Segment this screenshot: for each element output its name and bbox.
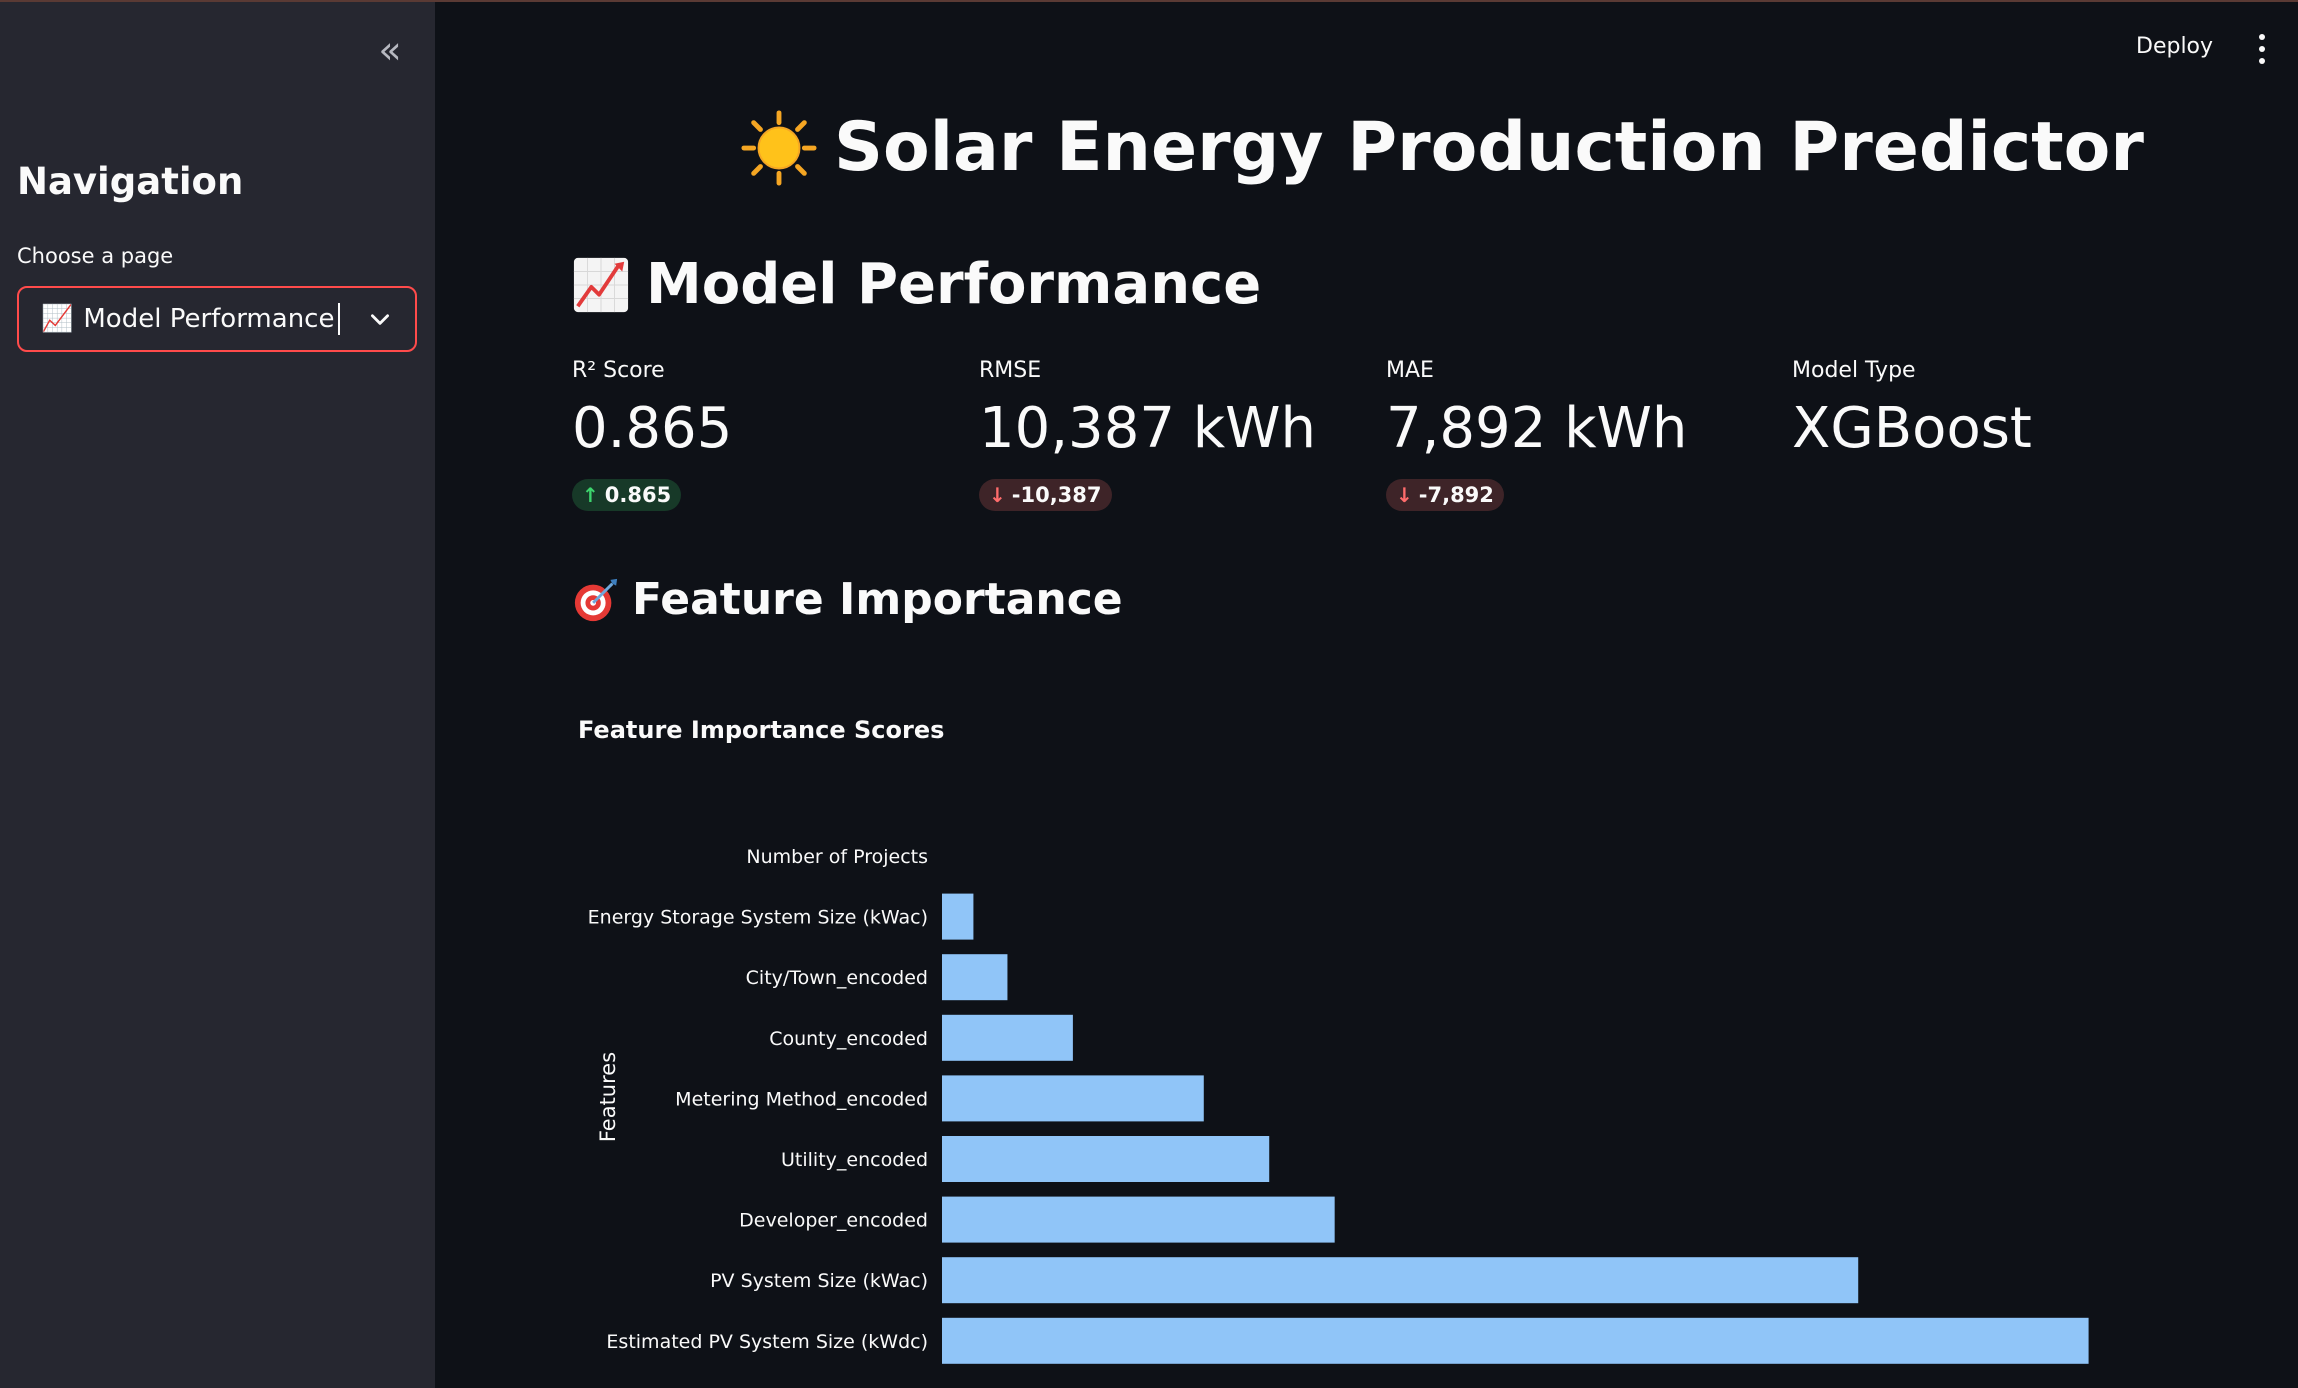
bar[interactable]	[942, 1257, 1859, 1304]
arrow-down-icon: ↓	[1396, 483, 1413, 507]
sidebar: « Navigation Choose a page 📈 Model Perfo…	[0, 2, 435, 1388]
collapse-sidebar-button[interactable]: «	[372, 28, 408, 72]
text-cursor	[338, 303, 341, 335]
metric-label: MAE	[1386, 358, 1434, 383]
model-performance-heading: Model Performance	[572, 252, 1261, 317]
metric-r2: R² Score 0.865 ↑ 0.865	[572, 358, 952, 511]
bar[interactable]	[942, 1075, 1204, 1122]
bar[interactable]	[942, 1136, 1270, 1182]
y-tick-label: PV System Size (kWac)	[710, 1270, 928, 1292]
chart-increasing-icon	[573, 257, 629, 312]
chevron-down-icon	[371, 314, 389, 325]
page-select[interactable]: 📈 Model Performance	[17, 286, 417, 352]
metric-delta: ↓ -10,387	[979, 479, 1112, 511]
metric-value: 7,892 kWh	[1386, 396, 1688, 461]
metric-value: 0.865	[572, 396, 733, 461]
y-tick-label: Estimated PV System Size (kWdc)	[606, 1331, 928, 1353]
main-menu-button[interactable]	[2252, 34, 2272, 64]
deploy-button[interactable]: Deploy	[2136, 34, 2214, 59]
metric-label: R² Score	[572, 358, 665, 383]
bar[interactable]	[942, 954, 1008, 1001]
metric-value: 10,387 kWh	[979, 396, 1317, 461]
bar-chart-svg: Number of Projects Energy Storage System …	[588, 846, 2089, 1364]
y-tick-label: Developer_encoded	[739, 1210, 928, 1232]
metric-delta: ↓ -7,892	[1386, 479, 1504, 511]
metric-label: Model Type	[1792, 358, 1916, 383]
feature-importance-heading-text: Feature Importance	[632, 574, 1123, 625]
more-vertical-icon	[2259, 34, 2265, 40]
bar[interactable]	[942, 893, 974, 940]
page-title-text: Solar Energy Production Predictor	[834, 108, 2144, 187]
metric-delta: ↑ 0.865	[572, 479, 682, 511]
y-tick-label: County_encoded	[769, 1028, 928, 1050]
y-axis-label: Features	[596, 1052, 620, 1142]
metric-model-type: Model Type XGBoost	[1792, 358, 2172, 457]
bar[interactable]	[942, 1196, 1335, 1243]
bar[interactable]	[942, 1317, 2089, 1364]
double-chevron-left-icon: «	[378, 28, 402, 72]
select-label: Choose a page	[17, 244, 174, 268]
metric-delta-value: -10,387	[1011, 483, 1102, 507]
target-icon	[574, 578, 618, 621]
metric-mae: MAE 7,892 kWh ↓ -7,892	[1386, 358, 1766, 511]
metric-delta-value: -7,892	[1418, 483, 1494, 507]
chart-increasing-icon: 📈	[41, 304, 74, 334]
y-tick-label: Energy Storage System Size (kWac)	[588, 907, 928, 929]
feature-importance-chart: Feature Importance Scores Number of Proj…	[572, 702, 2132, 1388]
feature-importance-heading: Feature Importance	[572, 574, 1123, 625]
metric-rmse: RMSE 10,387 kWh ↓ -10,387	[979, 358, 1359, 511]
page-select-value: Model Performance	[83, 304, 335, 334]
metric-label: RMSE	[979, 358, 1042, 383]
sidebar-title: Navigation	[17, 160, 244, 203]
arrow-down-icon: ↓	[989, 483, 1006, 507]
metric-value: XGBoost	[1792, 396, 2032, 461]
page-title: Solar Energy Production Predictor	[740, 108, 2144, 187]
y-tick-label: Number of Projects	[746, 846, 928, 868]
y-tick-label: Utility_encoded	[781, 1149, 928, 1171]
bar[interactable]	[942, 1014, 1073, 1061]
sun-icon	[741, 109, 817, 186]
y-tick-label: City/Town_encoded	[746, 967, 928, 989]
metric-delta-value: 0.865	[604, 483, 672, 507]
chart-title: Feature Importance Scores	[578, 716, 945, 744]
y-tick-label: Metering Method_encoded	[675, 1088, 928, 1110]
arrow-up-icon: ↑	[582, 483, 599, 507]
model-performance-heading-text: Model Performance	[646, 252, 1262, 317]
